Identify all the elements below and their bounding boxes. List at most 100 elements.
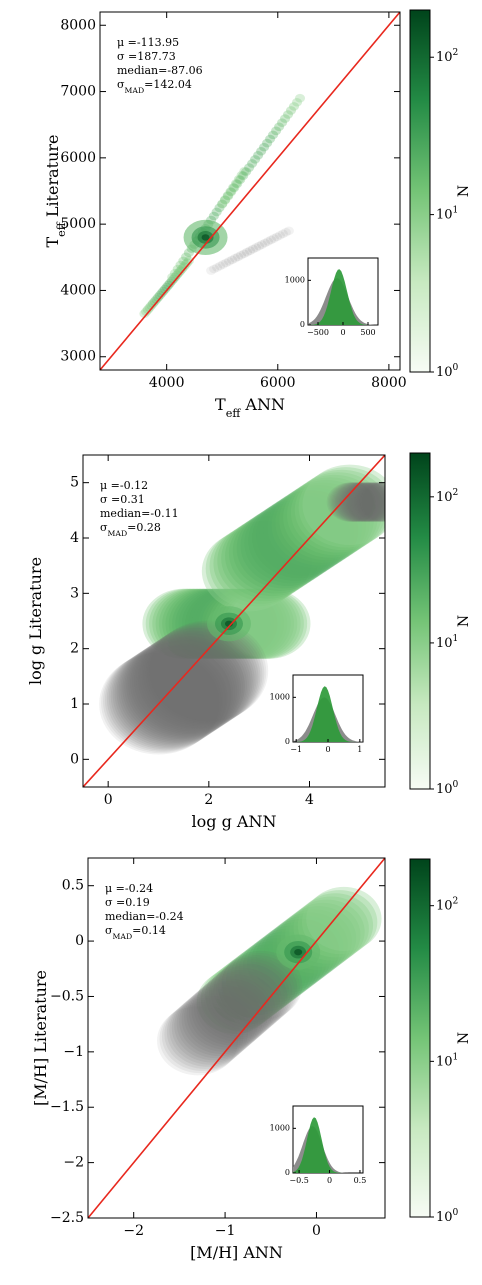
y-tick-label: 7000	[60, 84, 96, 100]
inset-x-tick-label: 0	[325, 745, 330, 754]
density-cell	[359, 482, 385, 522]
plot-area	[100, 12, 400, 370]
x-tick-label: 4	[305, 792, 314, 808]
density-cell	[133, 630, 253, 732]
density-cell	[183, 256, 194, 265]
colorbar-gradient	[409, 9, 431, 373]
inset-green-peak	[293, 1117, 363, 1173]
density-cell	[244, 246, 256, 255]
stat-line: σ =0.31	[100, 493, 145, 506]
y-tick-label: 5000	[60, 216, 96, 232]
density-cell	[149, 588, 232, 659]
density-cell	[225, 187, 236, 196]
density-cell	[106, 648, 226, 750]
density-cell	[171, 993, 254, 1063]
inset-y-tick-label: 1000	[270, 1123, 290, 1132]
stat-line: μ =-113.95	[117, 36, 179, 49]
density-cell	[342, 482, 385, 522]
stat-line: median=-0.24	[105, 910, 184, 923]
density-cell	[229, 183, 240, 193]
density-cell	[218, 588, 301, 659]
density-cell	[181, 984, 263, 1055]
chart-panel-logg: 0 2 4 0 1 2 3 4 5 log g ANN log g Literature μ =-0.…	[26, 452, 472, 831]
density-cell	[302, 464, 385, 545]
y-tick-label: −2	[63, 1155, 84, 1171]
density-cell	[298, 467, 385, 548]
density-cell	[351, 482, 385, 522]
density-cell	[353, 482, 385, 522]
x-tick-label: −1	[215, 1223, 236, 1239]
x-tick-label: 6000	[260, 375, 296, 391]
density-cell	[217, 954, 293, 1019]
colorbar-tick-label: 100	[436, 1208, 459, 1225]
inset-x-tick-label: 500	[360, 328, 375, 337]
density-cell	[301, 890, 378, 955]
density-cell	[220, 950, 303, 1020]
x-axis-label: Teff ANN	[215, 395, 285, 420]
one-to-one-line	[83, 455, 385, 787]
density-cell	[208, 211, 219, 221]
density-cell	[239, 166, 250, 176]
density-cell	[208, 961, 290, 1031]
y-tick-label: 3000	[60, 349, 96, 365]
x-axis-label: [M/H] ANN	[190, 1243, 283, 1262]
density-cell	[334, 482, 382, 522]
density-cell	[209, 264, 220, 274]
inset-x-tick-label: −0.5	[289, 1176, 308, 1185]
y-tick-label: 3	[70, 585, 79, 601]
density-cell	[149, 620, 269, 722]
density-cell	[209, 960, 285, 1025]
density-cell	[196, 972, 278, 1042]
density-cell	[247, 244, 259, 254]
density-cell	[141, 307, 152, 316]
density-cell	[161, 282, 172, 292]
density-cell	[104, 649, 224, 751]
density-cell	[256, 495, 351, 576]
density-cell	[214, 588, 298, 659]
density-cell	[248, 500, 343, 581]
density-cell	[130, 633, 249, 735]
density-cell	[139, 626, 259, 728]
density-cell	[213, 523, 308, 604]
colorbar-gradient	[409, 452, 431, 790]
density-cell	[250, 243, 262, 252]
y-tick-label: −1	[63, 1044, 84, 1060]
density-cell	[132, 631, 251, 733]
x-tick-label: 0	[104, 792, 113, 808]
density-cell	[348, 482, 385, 522]
plot-area	[83, 455, 385, 787]
density-cell	[277, 229, 288, 239]
density-cell	[330, 482, 377, 522]
density-cell	[211, 588, 295, 659]
y-tick-label: −0.5	[50, 988, 84, 1004]
density-cell	[268, 234, 279, 243]
density-cell	[217, 520, 312, 602]
inset-x-tick-label: 0	[340, 328, 345, 337]
density-cell	[182, 258, 193, 267]
density-cell	[283, 226, 294, 236]
density-cell	[219, 195, 231, 204]
density-cell	[215, 261, 226, 271]
density-cell	[328, 482, 375, 522]
density-cell	[155, 588, 239, 659]
density-cell	[201, 967, 283, 1037]
density-cell	[253, 151, 264, 160]
density-cell	[179, 987, 261, 1057]
density-cell	[166, 276, 177, 286]
density-cell	[217, 199, 228, 209]
density-cell	[180, 260, 191, 269]
density-cell	[232, 510, 328, 591]
y-tick-label: 5	[70, 475, 79, 491]
plot-area	[88, 858, 385, 1218]
x-tick-label: 8000	[371, 375, 407, 391]
stat-line: σ =187.73	[117, 50, 176, 63]
density-cell	[277, 118, 288, 127]
density-cell	[226, 187, 237, 197]
density-cell	[355, 482, 385, 522]
density-cell	[332, 482, 379, 522]
density-cell	[206, 266, 217, 275]
density-cell	[250, 155, 261, 164]
density-cell	[280, 228, 291, 237]
y-tick-label: 8000	[60, 17, 96, 33]
density-peak	[294, 948, 303, 956]
